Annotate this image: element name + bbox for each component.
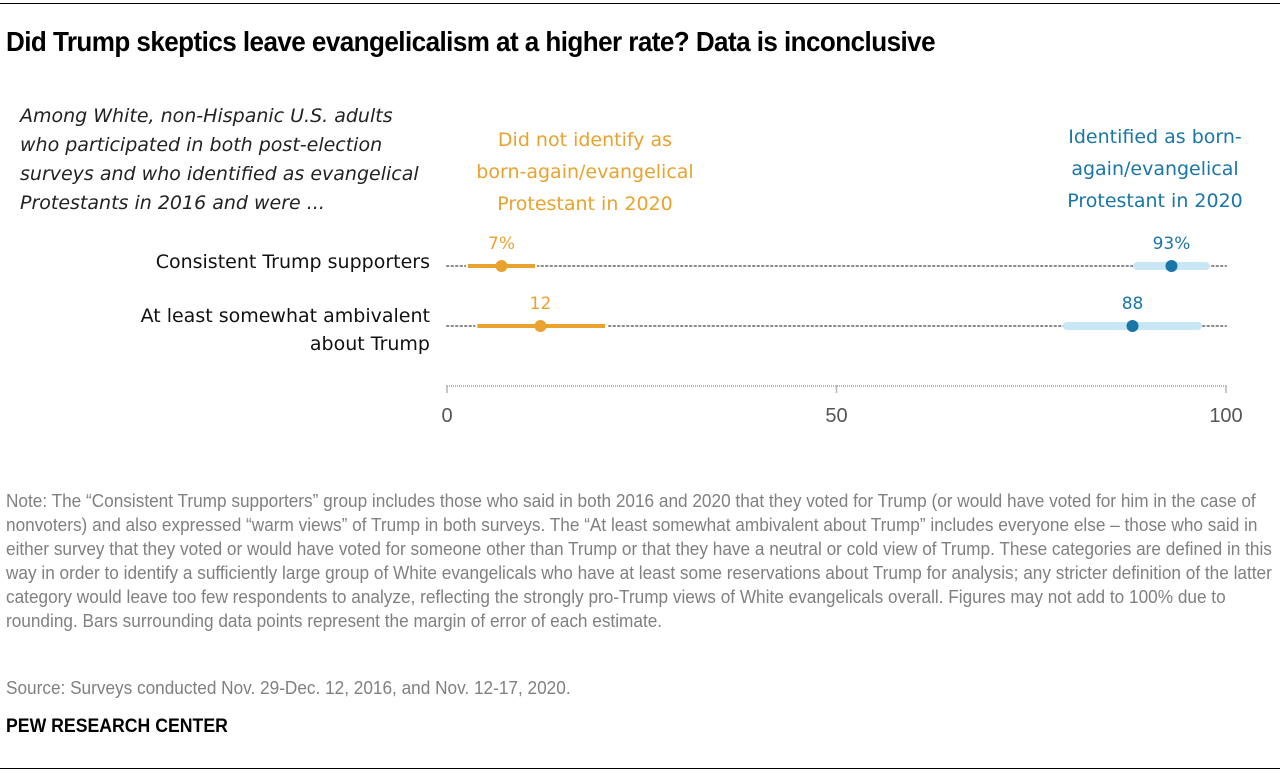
legend-not-evangelical: Did not identify as born-again/evangelic… (445, 124, 725, 220)
row-label-line: Consistent Trump supporters (155, 251, 430, 273)
data-label: 93% (1153, 234, 1191, 254)
data-label: 7% (488, 234, 515, 254)
data-point (1165, 260, 1178, 272)
chart-note: Note: The “Consistent Trump supporters” … (6, 490, 1272, 631)
legend-evangelical: Identified as born- again/evangelical Pr… (1040, 121, 1270, 217)
row-label-line: about Trump (309, 333, 430, 355)
x-tick-label: 50 (825, 405, 847, 427)
legend-line: Identified as born- (1068, 126, 1242, 148)
x-tick-label: 100 (1209, 405, 1242, 427)
data-label: 12 (530, 294, 552, 314)
x-tick-label: 0 (441, 405, 452, 427)
row-label-consistent-supporters: Consistent Trump supporters (156, 248, 430, 276)
legend-line: Protestant in 2020 (1067, 190, 1243, 212)
data-point (534, 320, 547, 332)
data-label: 88 (1122, 294, 1144, 314)
row-label-ambivalent: At least somewhat ambivalent about Trump (141, 302, 430, 358)
chart-title: Did Trump skeptics leave evangelicalism … (6, 26, 936, 57)
legend-line: Did not identify as (497, 129, 673, 151)
data-point (495, 260, 508, 272)
bottom-rule (0, 768, 1280, 769)
chart-source: Source: Surveys conducted Nov. 29-Dec. 1… (6, 677, 571, 698)
legend-line: Protestant in 2020 (497, 193, 673, 215)
brand-logo-text: PEW RESEARCH CENTER (6, 716, 228, 737)
legend-line: born-again/evangelical (476, 161, 694, 183)
chart-subtitle: Among White, non-Hispanic U.S. adults wh… (20, 105, 419, 214)
data-point (1126, 320, 1139, 332)
top-rule (0, 3, 1280, 4)
row-label-line: At least somewhat ambivalent (140, 305, 430, 327)
legend-line: again/evangelical (1071, 158, 1239, 180)
